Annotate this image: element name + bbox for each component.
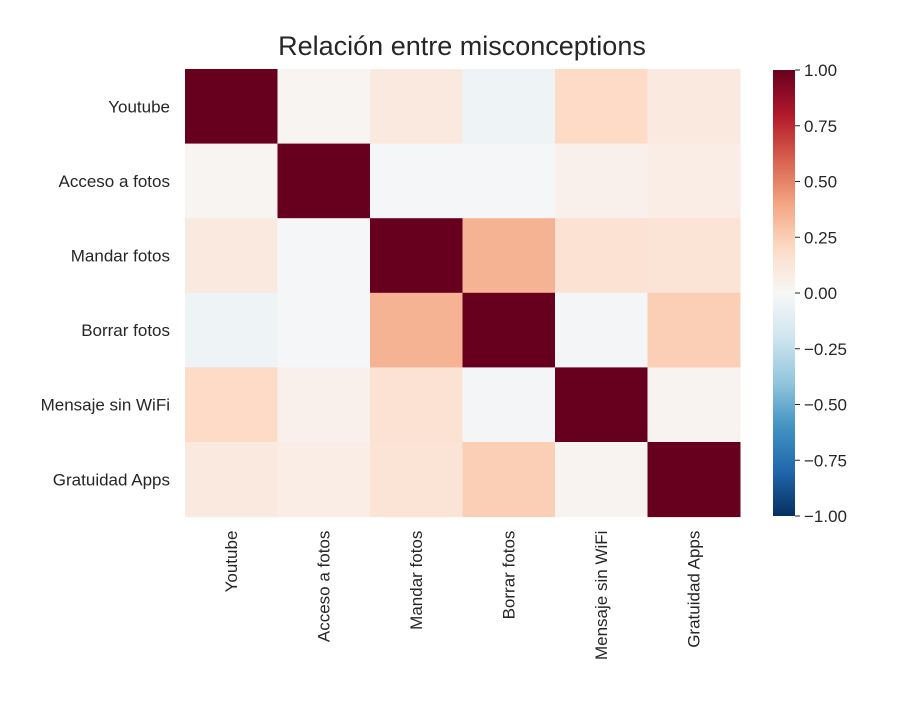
heatmap-cells [185, 69, 741, 518]
colorbar-tick-label: −0.75 [804, 451, 847, 470]
heatmap-cell-0-2 [370, 69, 463, 145]
heatmap-cell-0-3 [462, 69, 556, 145]
y-tick-label: Mandar fotos [71, 247, 170, 266]
heatmap-cell-5-0 [185, 442, 278, 518]
heatmap-cell-2-3 [462, 218, 556, 294]
heatmap-cell-1-2 [370, 143, 463, 219]
x-tick-label: Mensaje sin WiFi [592, 531, 611, 660]
heatmap-cell-3-5 [647, 292, 741, 368]
heatmap-cell-4-1 [277, 367, 371, 443]
heatmap-cell-1-0 [185, 143, 278, 219]
heatmap-cell-2-4 [555, 218, 648, 294]
heatmap-cell-2-0 [185, 218, 278, 294]
colorbar-tick-label: 0.75 [804, 117, 837, 136]
x-tick-label: Youtube [222, 531, 241, 593]
colorbar-tick-label: −1.00 [804, 507, 847, 526]
heatmap-cell-5-5 [647, 442, 741, 518]
heatmap-cell-0-4 [555, 69, 648, 145]
colorbar-tick-label: 1.00 [804, 61, 837, 80]
heatmap-cell-2-1 [277, 218, 371, 294]
heatmap-cell-5-1 [277, 442, 371, 518]
x-tick-label: Borrar fotos [500, 531, 519, 620]
y-tick-label: Youtube [108, 97, 170, 116]
heatmap-cell-1-3 [462, 143, 556, 219]
heatmap-cell-5-3 [462, 442, 556, 518]
x-tick-label: Mandar fotos [407, 531, 426, 630]
y-tick-label: Borrar fotos [81, 321, 170, 340]
heatmap-cell-3-0 [185, 292, 278, 368]
heatmap-cell-4-0 [185, 367, 278, 443]
heatmap-cell-1-4 [555, 143, 648, 219]
heatmap-cell-4-5 [647, 367, 741, 443]
x-tick-label: Acceso a fotos [315, 531, 334, 643]
heatmap-cell-5-2 [370, 442, 463, 518]
heatmap-cell-0-1 [277, 69, 371, 145]
chart-title: Relación entre misconceptions [278, 31, 646, 61]
heatmap-cell-4-4 [555, 367, 648, 443]
heatmap-cell-0-5 [647, 69, 741, 145]
heatmap-cell-0-0 [185, 69, 278, 145]
colorbar-tick-label: −0.25 [804, 340, 847, 359]
colorbar-tick-label: 0.50 [804, 173, 837, 192]
heatmap-cell-3-3 [462, 292, 556, 368]
heatmap-cell-1-1 [277, 143, 371, 219]
heatmap-cell-1-5 [647, 143, 741, 219]
heatmap-cell-4-2 [370, 367, 463, 443]
x-tick-label: Gratuidad Apps [685, 531, 704, 648]
colorbar-tick-label: 0.25 [804, 228, 837, 247]
y-axis-tick-labels: Youtube Acceso a fotos Mandar fotos Borrar … [41, 97, 170, 489]
y-tick-label: Acceso a fotos [58, 172, 170, 191]
heatmap-cell-3-2 [370, 292, 463, 368]
y-tick-label: Mensaje sin WiFi [41, 396, 170, 415]
colorbar-tick-label: 0.00 [804, 284, 837, 303]
heatmap-cell-5-4 [555, 442, 648, 518]
heatmap-cell-4-3 [462, 367, 556, 443]
x-axis-tick-labels: Youtube Acceso a fotos Mandar fotos Borrar … [222, 531, 704, 660]
heatmap-cell-3-4 [555, 292, 648, 368]
heatmap-cell-3-1 [277, 292, 371, 368]
colorbar-tick-label: −0.50 [804, 396, 847, 415]
colorbar-tick-labels: 1.00 0.75 0.50 0.25 0.00 −0.25 −0.50 −0.75 −1.00 [795, 61, 847, 526]
y-tick-label: Gratuidad Apps [53, 470, 170, 489]
colorbar [773, 70, 795, 516]
heatmap-cell-2-2 [370, 218, 463, 294]
heatmap-cell-2-5 [647, 218, 741, 294]
